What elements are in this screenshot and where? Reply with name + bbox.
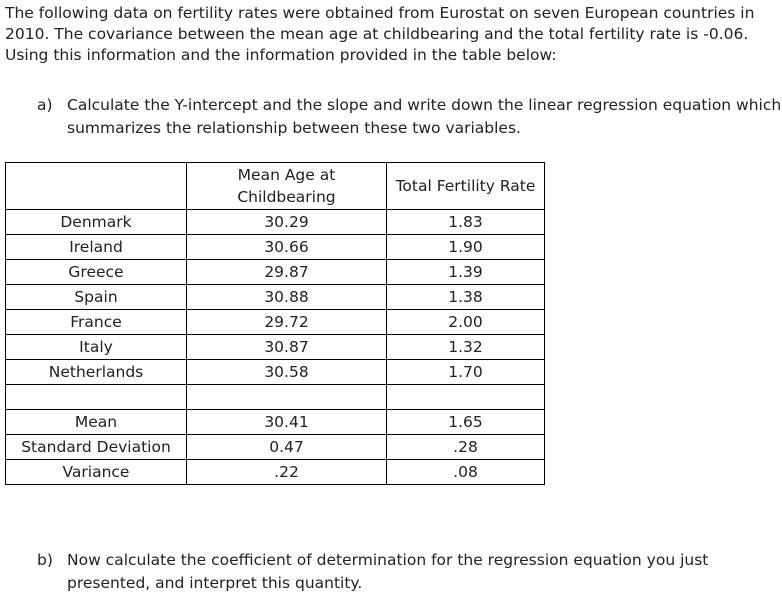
- mean-age-value: 30.87: [186, 334, 387, 360]
- table-row: Italy 30.87 1.32: [5, 334, 545, 360]
- header-corner-cell: [5, 162, 187, 210]
- table-row: Greece 29.87 1.39: [5, 259, 545, 285]
- table-row: Standard Deviation 0.47 .28: [5, 434, 545, 460]
- table-spacer-row: [5, 384, 545, 410]
- stat-label: Variance: [5, 459, 187, 485]
- question-b-text: Now calculate the coefficient of determi…: [67, 551, 709, 592]
- header-mean-age: Mean Age at Childbearing: [186, 162, 387, 210]
- question-a-label: a): [37, 96, 53, 114]
- stat-label: Standard Deviation: [5, 434, 187, 460]
- fertility-rate-value: 2.00: [386, 309, 545, 335]
- row-label: Denmark: [5, 209, 187, 235]
- fertility-rate-stat: .28: [386, 434, 545, 460]
- fertility-rate-value: 1.70: [386, 359, 545, 385]
- fertility-rate-value: 1.90: [386, 234, 545, 260]
- fertility-rate-value: 1.83: [386, 209, 545, 235]
- table-row: Ireland 30.66 1.90: [5, 234, 545, 260]
- mean-age-stat: 30.41: [186, 409, 387, 435]
- mean-age-value: 29.72: [186, 309, 387, 335]
- table-row: Netherlands 30.58 1.70: [5, 359, 545, 385]
- fertility-data-table: Mean Age at Childbearing Total Fertility…: [5, 162, 545, 485]
- table-header-row: Mean Age at Childbearing Total Fertility…: [5, 162, 545, 210]
- row-label: Greece: [5, 259, 187, 285]
- table-row: Denmark 30.29 1.83: [5, 209, 545, 235]
- header-total-fertility-rate: Total Fertility Rate: [386, 162, 545, 210]
- row-label: Italy: [5, 334, 187, 360]
- table-row: Variance .22 .08: [5, 459, 545, 485]
- fertility-rate-stat: .08: [386, 459, 545, 485]
- mean-age-value: 29.87: [186, 259, 387, 285]
- question-a-text: Calculate the Y-intercept and the slope …: [67, 96, 782, 137]
- stat-label: Mean: [5, 409, 187, 435]
- question-b: b) Now calculate the coefficient of dete…: [37, 549, 737, 595]
- mean-age-value: 30.58: [186, 359, 387, 385]
- fertility-rate-value: 1.38: [386, 284, 545, 310]
- mean-age-value: 30.29: [186, 209, 387, 235]
- table-row: Mean 30.41 1.65: [5, 409, 545, 435]
- mean-age-value: 30.88: [186, 284, 387, 310]
- mean-age-value: 30.66: [186, 234, 387, 260]
- fertility-rate-value: 1.32: [386, 334, 545, 360]
- question-a: a) Calculate the Y-intercept and the slo…: [37, 94, 782, 140]
- table-row: France 29.72 2.00: [5, 309, 545, 335]
- mean-age-stat: 0.47: [186, 434, 387, 460]
- fertility-rate-value: 1.39: [386, 259, 545, 285]
- question-b-label: b): [37, 551, 53, 569]
- row-label: Ireland: [5, 234, 187, 260]
- table-row: Spain 30.88 1.38: [5, 284, 545, 310]
- row-label: Netherlands: [5, 359, 187, 385]
- row-label: France: [5, 309, 187, 335]
- fertility-rate-stat: 1.65: [386, 409, 545, 435]
- mean-age-stat: .22: [186, 459, 387, 485]
- row-label: Spain: [5, 284, 187, 310]
- intro-paragraph: The following data on fertility rates we…: [5, 4, 755, 64]
